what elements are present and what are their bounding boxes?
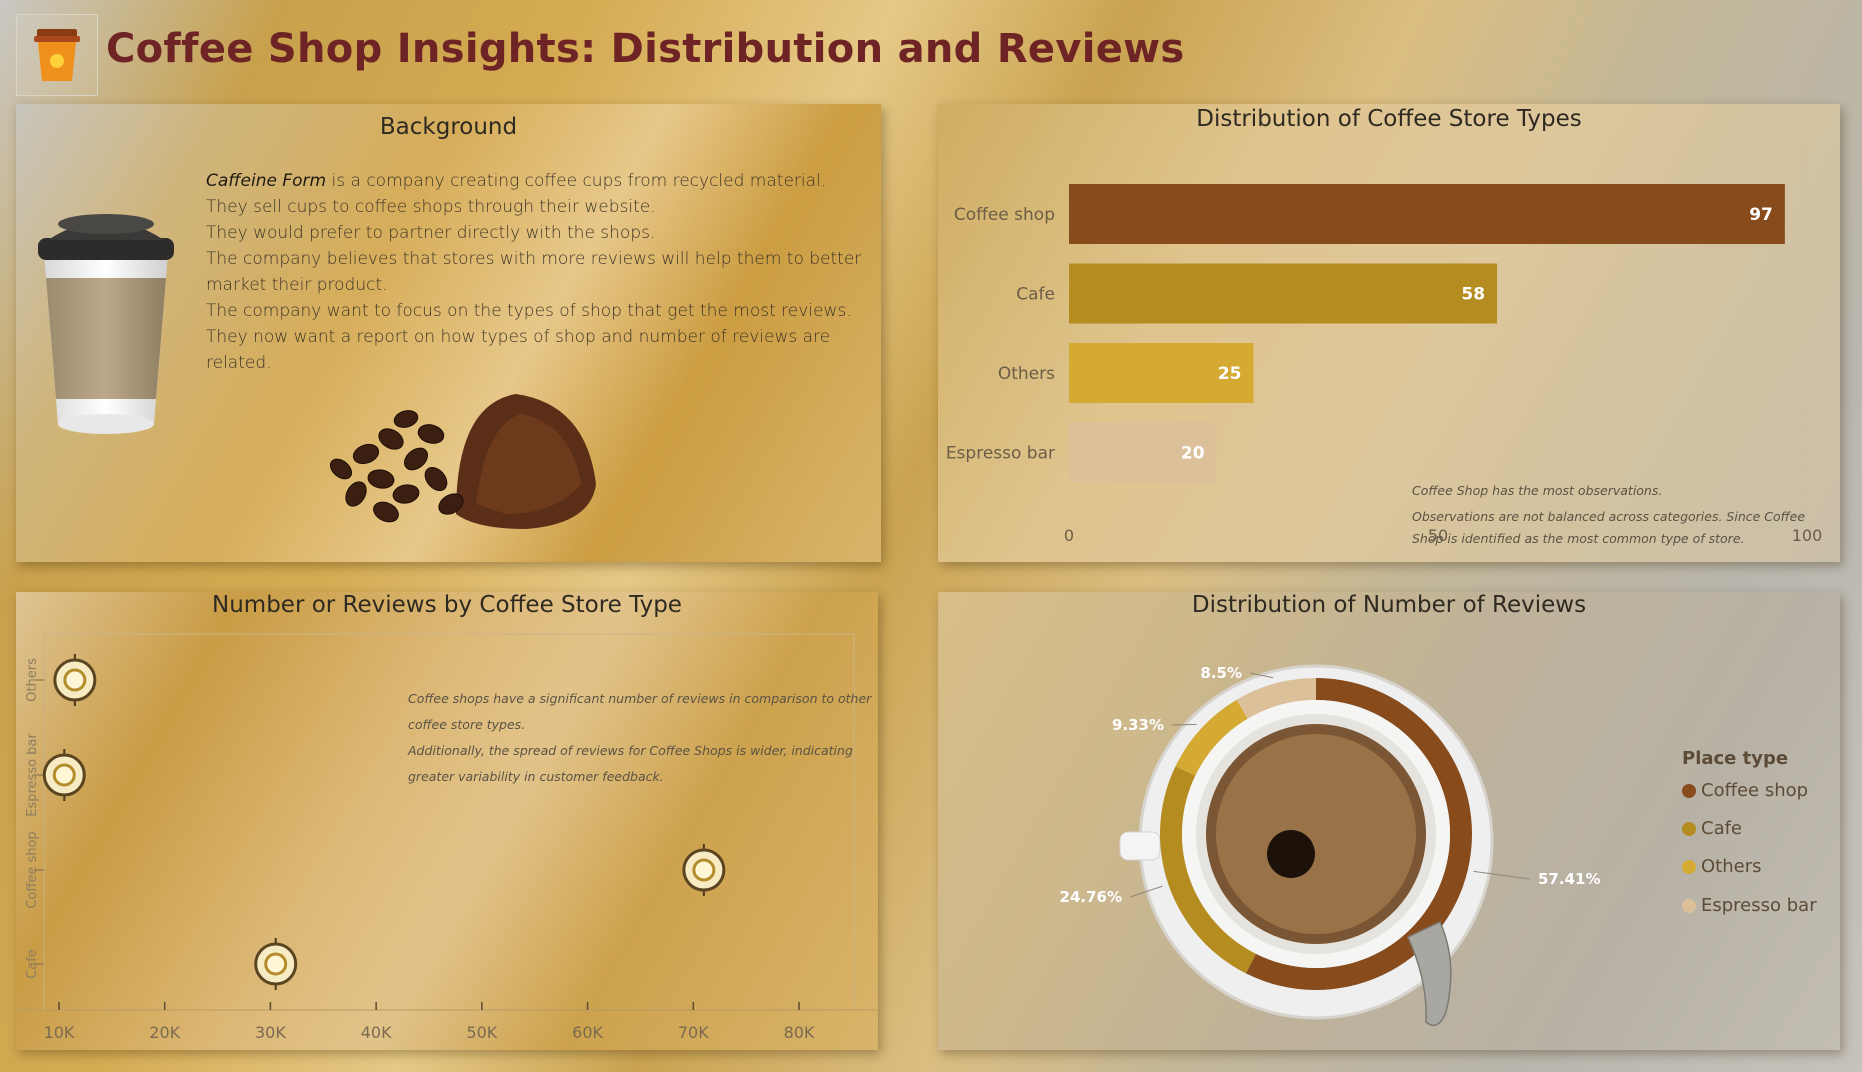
bar-category-label: Cafe (1016, 285, 1055, 305)
logo (16, 14, 98, 96)
x-tick-label: 100 (1792, 526, 1823, 545)
legend-dot (1682, 898, 1696, 913)
x-tick-label: 50 (1428, 526, 1448, 545)
slice-value-label: 9.33% (1112, 716, 1164, 734)
slice-value-label: 24.76% (1060, 888, 1122, 906)
donut-slice-cafe (1160, 766, 1256, 974)
bar-note-line: Observations are not balanced across cat… (1412, 509, 1806, 524)
bar-value-label: 25 (1218, 364, 1242, 384)
donut-chart: 57.41% 24.76% 9.33% 8.5% (1060, 664, 1600, 1027)
legend-label: Espresso bar (1701, 895, 1817, 916)
slice-leader-line (1249, 672, 1274, 679)
scatter-note-line: greater variability in customer feedback… (408, 769, 664, 784)
scatter-point-others (53, 654, 97, 706)
legend-dot (1682, 783, 1696, 798)
bar-category-label: Coffee shop (954, 205, 1055, 225)
x-tick-label: 50K (466, 1023, 497, 1042)
legend-item-coffee-shop[interactable]: Coffee shop (1682, 780, 1808, 801)
x-tick-label: 40K (361, 1023, 392, 1042)
background-title: Background (379, 114, 518, 140)
scatter-chart-title: Number or Reviews by Coffee Store Type (212, 592, 682, 618)
company-name: Caffeine Form (206, 171, 327, 191)
bar-value-label: 20 (1181, 444, 1205, 464)
point-inner-ring (63, 668, 87, 692)
point-inner-ring (52, 763, 76, 787)
coffee-beans-image (329, 394, 596, 529)
bar-coffee-shop (1069, 184, 1785, 244)
scatter-chart: Others Espresso bar Coffee shop Cafe 10K 20K 3… (16, 633, 878, 1042)
point-inner-ring (264, 952, 288, 976)
bar-note-line: Shop is identified as the most common ty… (1412, 531, 1745, 546)
bar-note-line: Coffee Shop has the most observations. (1412, 483, 1663, 498)
bar-value-label: 97 (1749, 205, 1773, 225)
y-category-label: Cafe (25, 949, 40, 979)
x-tick-label: 60K (572, 1023, 603, 1042)
slice-value-label: 57.41% (1538, 870, 1600, 888)
x-tick-label: 20K (149, 1023, 180, 1042)
donut-chart-title: Distribution of Number of Reviews (1191, 592, 1587, 618)
slice-value-label: 8.5% (1200, 664, 1242, 682)
bar-value-label: 58 (1461, 285, 1485, 305)
reviews-donut-panel: Distribution of Number of Reviews 57.41%… (938, 592, 1840, 1050)
background-text: Caffeine Form is a company creating coff… (206, 171, 862, 373)
scatter-point-espresso-bar (42, 749, 86, 801)
bar-chart: Coffee shop 97 Cafe 58 Others 25 Espresso bar 2… (946, 144, 1823, 545)
bar-cafe (1069, 263, 1498, 324)
takeaway-cup-image (38, 214, 174, 434)
scatter-point-cafe (254, 938, 298, 990)
slice-leader-line (1473, 870, 1531, 880)
donut-slice-others (1175, 699, 1248, 776)
slice-leader-line (1171, 723, 1197, 726)
scatter-note-line: Additionally, the spread of reviews for … (408, 743, 853, 758)
coffee-cup-decoration (1182, 700, 1452, 1027)
store-type-bar-panel: Distribution of Coffee Store Types Coffe… (938, 104, 1840, 562)
bar-others (1069, 343, 1254, 403)
bar-chart-title: Distribution of Coffee Store Types (1196, 106, 1582, 132)
legend-item-cafe[interactable]: Cafe (1682, 818, 1742, 839)
bar-category-label: Others (998, 364, 1055, 384)
bar-espresso-bar (1069, 422, 1217, 483)
x-tick-label: 0 (1064, 526, 1074, 545)
y-category-label: Coffee shop (25, 831, 40, 908)
coffee-center (1267, 830, 1315, 878)
bar-category-label: Espresso bar (946, 444, 1055, 464)
legend-item-others[interactable]: Others (1682, 856, 1762, 877)
legend-dot (1682, 859, 1696, 874)
x-tick-label: 70K (678, 1023, 709, 1042)
scatter-note-line: coffee store types. (408, 717, 526, 732)
cup-handle (1119, 831, 1161, 861)
x-tick-label: 10K (44, 1023, 75, 1042)
x-tick-label: 80K (784, 1023, 815, 1042)
background-panel: Background Caffeine Form is a company cr… (16, 104, 881, 562)
legend-dot (1682, 821, 1696, 836)
x-tick-label: 30K (255, 1023, 286, 1042)
legend-label: Cafe (1701, 818, 1743, 839)
scatter-chart-annotation: Coffee shops have a significant number o… (408, 686, 871, 790)
legend-label: Coffee shop (1701, 780, 1809, 801)
reviews-scatter-panel: Number or Reviews by Coffee Store Type O… (16, 592, 878, 1050)
coffee-crema (1216, 734, 1416, 934)
legend-item-espresso-bar[interactable]: Espresso bar (1682, 895, 1817, 916)
y-category-label: Others (25, 658, 40, 702)
legend-label: Others (1701, 856, 1762, 877)
point-inner-ring (692, 858, 716, 882)
scatter-point-coffee-shop (682, 844, 726, 896)
scatter-note-line: Coffee shops have a significant number o… (408, 691, 872, 706)
page-title: Coffee Shop Insights: Distribution and R… (106, 26, 1185, 72)
y-category-label: Espresso bar (25, 733, 40, 817)
coffee-cup-icon (34, 29, 80, 81)
donut-slice-espresso-bar (1236, 678, 1316, 719)
spoon (1407, 920, 1452, 1027)
legend-title: Place type (1682, 748, 1789, 769)
slice-leader-line (1129, 885, 1163, 898)
bar-chart-annotation: Coffee Shop has the most observations. O… (1412, 478, 1805, 552)
